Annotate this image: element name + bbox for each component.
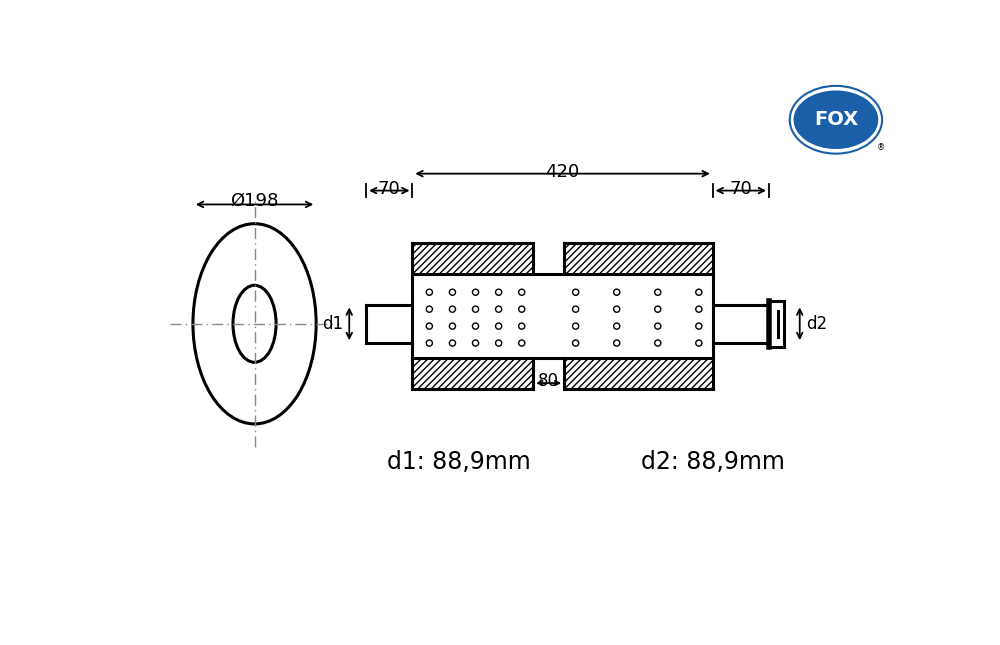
Text: ®: ® [877, 143, 885, 152]
Text: d2: d2 [806, 315, 827, 333]
Bar [564, 359, 713, 389]
Text: d2: 88,9mm: d2: 88,9mm [641, 450, 785, 475]
Bar [412, 243, 533, 273]
Text: d1: 88,9mm: d1: 88,9mm [387, 450, 530, 475]
Text: d1: d1 [322, 315, 343, 333]
Bar [412, 359, 533, 389]
Text: Ø198: Ø198 [230, 192, 279, 210]
Text: FOX: FOX [814, 110, 858, 129]
Text: 80: 80 [538, 372, 559, 390]
Text: 70: 70 [729, 180, 752, 198]
Bar [564, 243, 713, 273]
Ellipse shape [794, 90, 878, 149]
Text: 70: 70 [378, 180, 401, 198]
Text: 420: 420 [545, 163, 580, 181]
